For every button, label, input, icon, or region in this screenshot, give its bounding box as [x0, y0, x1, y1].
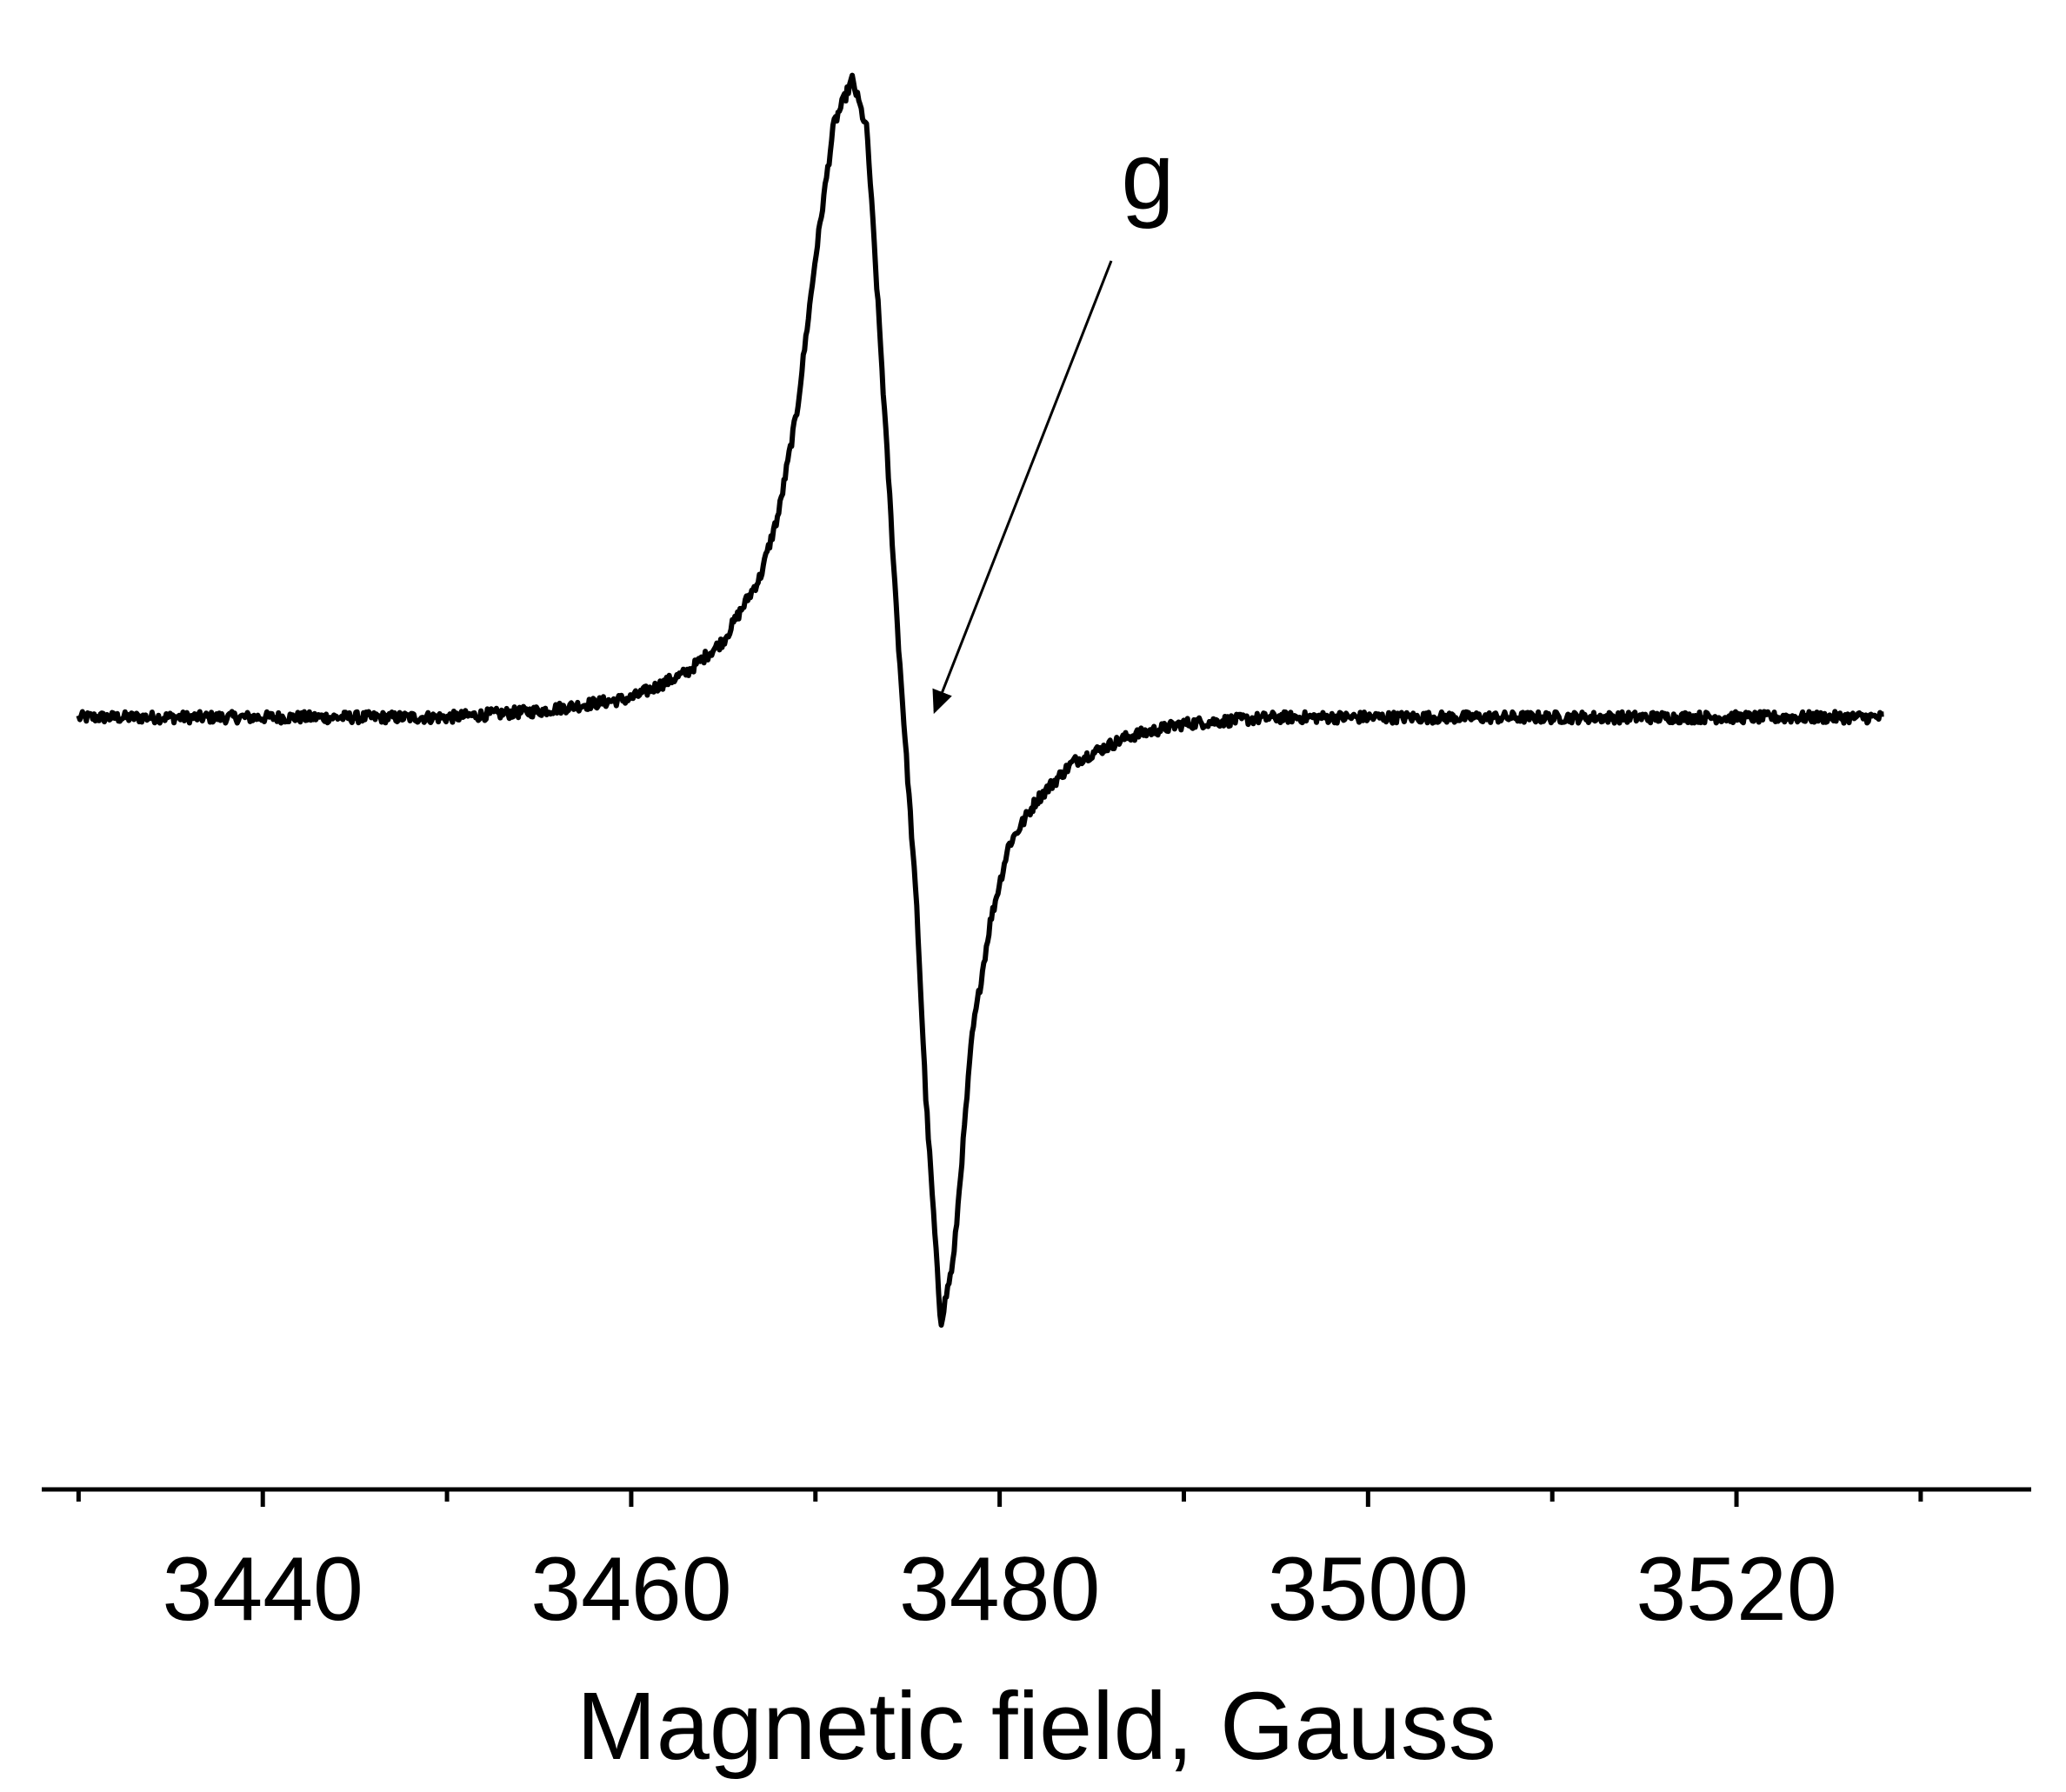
- x-tick-label: 3440: [163, 1539, 363, 1640]
- x-axis-title: Magnetic field, Gauss: [576, 1673, 1496, 1780]
- x-tick-label: 3480: [899, 1539, 1100, 1640]
- spectrum-line: [76, 72, 1885, 1328]
- x-tick-label: 3520: [1636, 1539, 1836, 1640]
- x-axis-ticks: 344034603480350035203: [76, 1489, 1923, 1640]
- annotation-arrow: [932, 260, 1113, 715]
- spectrum-layer: [76, 72, 1885, 1328]
- x-tick-label: 3500: [1268, 1539, 1469, 1640]
- x-tick-label: 3460: [530, 1539, 731, 1640]
- annotation-g: g: [932, 123, 1175, 715]
- annotation-label-g: g: [1121, 123, 1174, 230]
